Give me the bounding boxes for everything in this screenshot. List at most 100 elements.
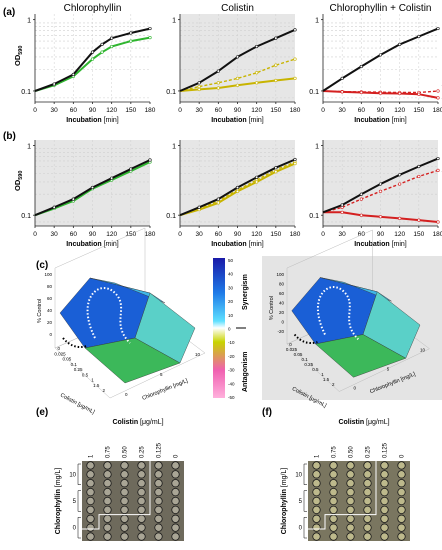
plate-well — [397, 479, 406, 488]
data-point — [90, 57, 95, 61]
data-point — [255, 81, 259, 85]
plate-well — [397, 523, 406, 532]
z-tick-label: 80 — [47, 284, 53, 289]
plate-column-tick: 0.50 — [123, 446, 129, 458]
x-axis-label: Incubation [min] — [354, 241, 407, 248]
y-axis-label: Chlorophyllin [mg/L] — [142, 378, 190, 402]
plate-well — [312, 505, 321, 515]
y-tick-label: 0 — [125, 392, 128, 397]
data-point — [436, 89, 440, 93]
x-tick-label: 180 — [433, 231, 442, 238]
x-tick-label: 150 — [413, 107, 424, 114]
data-point — [235, 76, 240, 80]
x-tick-label: 60 — [358, 107, 366, 114]
plate-well — [329, 514, 338, 523]
data-point — [398, 42, 402, 46]
data-point — [274, 36, 278, 40]
data-point — [100, 50, 104, 54]
surface-lower — [315, 334, 407, 378]
data-point — [110, 36, 114, 40]
plate-well — [120, 461, 129, 470]
z-tick-label: 60 — [279, 291, 285, 296]
data-point — [216, 81, 220, 85]
x-tick-label: 30 — [51, 107, 59, 114]
data-point — [129, 31, 133, 35]
data-point — [378, 182, 383, 186]
x-axis-label: Incubation [min] — [354, 117, 407, 124]
plate-well — [103, 487, 112, 497]
x-tick-label: 150 — [270, 107, 281, 114]
data-point — [148, 158, 152, 162]
data-point — [359, 64, 363, 69]
plate-well — [312, 514, 321, 523]
plate-e: Colistin [μg/mL] 1 0.75 0.50 0.25 0.125 0 Chlor… — [55, 419, 184, 541]
plate-well — [380, 496, 389, 506]
data-point — [235, 185, 240, 190]
plate-column-tick: 1 — [89, 454, 95, 458]
plate-well — [137, 461, 146, 470]
z-tick-label: 60 — [47, 296, 53, 301]
plate-row-tick: 0 — [299, 526, 303, 532]
plate-well — [86, 505, 95, 515]
plate-column-tick: 1 — [315, 454, 321, 458]
data-point — [197, 81, 201, 85]
plate-column-tick: 0.125 — [383, 442, 389, 458]
x-tick-label: 0 — [321, 107, 325, 114]
data-point — [340, 76, 344, 80]
surface-ridge — [320, 277, 392, 302]
plate-well — [346, 461, 355, 470]
data-point — [197, 205, 201, 209]
data-point — [359, 192, 363, 196]
data-point — [71, 197, 75, 201]
colorbar-tick-label: 50 — [228, 258, 234, 263]
data-point — [340, 90, 344, 94]
data-point — [436, 156, 440, 161]
plate-well — [86, 470, 95, 479]
colorbar-tick-label: 10 — [228, 313, 234, 318]
data-point — [274, 166, 278, 170]
plate-well — [363, 514, 372, 523]
plate-well — [154, 461, 163, 470]
plate-row-label: Chlorophyllin [mg/L] — [55, 468, 62, 535]
x-tick-label: 0 — [178, 231, 182, 238]
data-point — [417, 218, 421, 222]
x-tick-label: 0.1 — [71, 362, 78, 367]
plate-well — [171, 523, 180, 532]
plate-well — [154, 505, 163, 515]
data-point — [148, 36, 152, 40]
plate-well — [363, 496, 372, 506]
y-tick-label: 10 — [195, 352, 201, 357]
surface-plots: (c)(d)% Control10080604020000.0250.050.1… — [36, 227, 442, 416]
plate-well — [154, 470, 163, 479]
x-tick-label: 0.025 — [54, 351, 66, 356]
z-tick-label: 80 — [279, 282, 285, 287]
x-axis-label: Colistin [μg/mL] — [59, 392, 96, 415]
plate-well — [346, 505, 355, 515]
x-tick-label: 90 — [234, 107, 242, 114]
plate-row-tick: 10 — [295, 472, 302, 478]
plate-well — [154, 532, 163, 541]
plate-well — [397, 532, 406, 541]
plate-well — [103, 479, 112, 488]
plate-f: Colistin [μg/mL] 1 0.75 0.50 0.25 0.125 0 Chlor… — [281, 419, 410, 541]
data-point — [378, 215, 383, 219]
colorbar-tick-label: -30 — [228, 368, 235, 373]
data-point — [274, 170, 278, 174]
plate-well — [363, 532, 372, 541]
plate-well — [171, 532, 180, 541]
plate-well — [397, 461, 406, 470]
x-tick-label: 180 — [433, 107, 442, 114]
y-tick-label: 1 — [315, 18, 319, 25]
data-point — [52, 205, 56, 209]
data-point — [436, 96, 440, 100]
plate-well — [346, 496, 355, 506]
data-point — [359, 213, 363, 217]
plate-row-tick: 0 — [73, 526, 77, 532]
plate-well — [312, 487, 321, 497]
data-point — [216, 69, 220, 73]
plate-well — [103, 461, 112, 470]
plate-well — [86, 487, 95, 497]
data-point — [90, 50, 95, 54]
x-tick-label: 2 — [332, 382, 335, 387]
plate-well — [171, 505, 180, 515]
